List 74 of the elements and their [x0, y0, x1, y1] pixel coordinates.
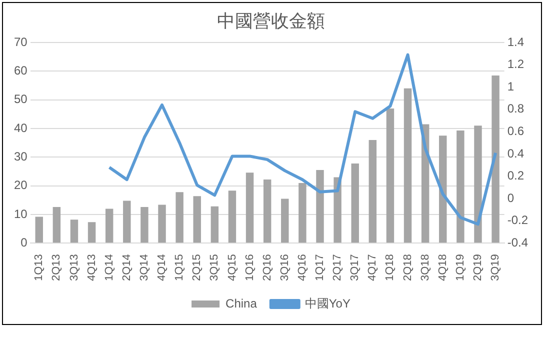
- y2-tick-label: -0.2: [507, 213, 528, 228]
- bar: [140, 207, 148, 243]
- bar: [88, 222, 96, 243]
- x-tick-label: 4Q16: [296, 254, 308, 282]
- bar: [474, 126, 482, 243]
- legend-label: 中國YoY: [304, 296, 350, 310]
- x-tick-label: 2Q13: [50, 254, 63, 282]
- bar: [316, 170, 324, 243]
- bar: [298, 182, 306, 243]
- x-tick-label: 1Q14: [103, 254, 116, 282]
- y-tick-label: 70: [14, 34, 28, 49]
- y2-tick-label: 1.2: [507, 57, 524, 72]
- bar: [52, 207, 61, 243]
- x-tick-label: 3Q14: [138, 254, 150, 282]
- bar: [123, 200, 131, 243]
- x-tick-label: 3Q15: [208, 254, 221, 282]
- y2-tick-label: 0.6: [507, 124, 524, 138]
- bar: [368, 140, 377, 243]
- y2-tick-label: 0: [507, 190, 514, 205]
- x-tick-label: 3Q17: [349, 254, 362, 282]
- x-tick-label: 3Q18: [419, 254, 432, 282]
- y-tick-label: 0: [20, 235, 28, 250]
- bar: [404, 88, 412, 243]
- bar: [386, 108, 394, 243]
- x-tick-label: 1Q18: [384, 254, 396, 282]
- x-tick-label: 1Q17: [314, 254, 326, 282]
- x-tick-label: 2Q18: [402, 254, 414, 282]
- bar: [70, 220, 78, 243]
- bar: [228, 190, 236, 243]
- x-tick-label: 3Q13: [68, 254, 80, 282]
- x-tick-label: 4Q18: [436, 254, 449, 282]
- bar: [263, 180, 272, 243]
- x-tick-label: 2Q14: [120, 254, 133, 282]
- bar: [193, 196, 201, 243]
- x-tick-label: 4Q17: [366, 254, 379, 282]
- x-tick-label: 4Q13: [86, 254, 98, 282]
- y-tick-label: 10: [14, 206, 28, 221]
- bar: [439, 136, 447, 243]
- x-tick-label: 1Q13: [33, 254, 46, 282]
- chart-title: 中國營收金額: [217, 10, 325, 31]
- y2-tick-label: -0.4: [507, 235, 528, 250]
- bar: [334, 177, 342, 243]
- bar: [105, 208, 114, 243]
- x-tick-label: 4Q15: [226, 254, 238, 282]
- x-tick-label: 4Q14: [156, 254, 168, 282]
- bar: [281, 198, 289, 243]
- x-tick-label: 2Q19: [472, 254, 484, 282]
- bar: [456, 130, 464, 243]
- bar: [176, 192, 184, 243]
- y2-tick-label: 0.8: [507, 102, 524, 116]
- x-tick-label: 1Q15: [174, 254, 186, 282]
- x-tick-label: 2Q16: [261, 254, 274, 282]
- y2-tick-label: 0.4: [507, 146, 524, 160]
- bar: [158, 204, 166, 243]
- x-tick-label: 1Q16: [244, 254, 256, 282]
- x-tick-label: 2Q15: [191, 254, 204, 282]
- y2-tick-label: 1: [507, 79, 514, 94]
- y-tick-label: 60: [14, 64, 28, 78]
- bar: [35, 216, 43, 243]
- y-tick-label: 30: [14, 149, 28, 164]
- x-tick-label: 3Q19: [490, 254, 502, 282]
- bar: [210, 206, 219, 243]
- y-tick-label: 50: [14, 92, 28, 106]
- x-tick-label: 1Q19: [454, 254, 466, 282]
- bar: [492, 76, 500, 243]
- y2-tick-label: 0.2: [507, 168, 524, 183]
- x-tick-label: 2Q17: [332, 254, 344, 282]
- legend-label: China: [226, 296, 258, 310]
- y-tick-label: 40: [14, 120, 28, 135]
- y-tick-label: 20: [14, 178, 28, 192]
- bar: [351, 163, 359, 243]
- x-tick-label: 3Q16: [278, 254, 291, 282]
- y2-tick-label: 1.4: [507, 34, 524, 49]
- bar: [246, 172, 254, 243]
